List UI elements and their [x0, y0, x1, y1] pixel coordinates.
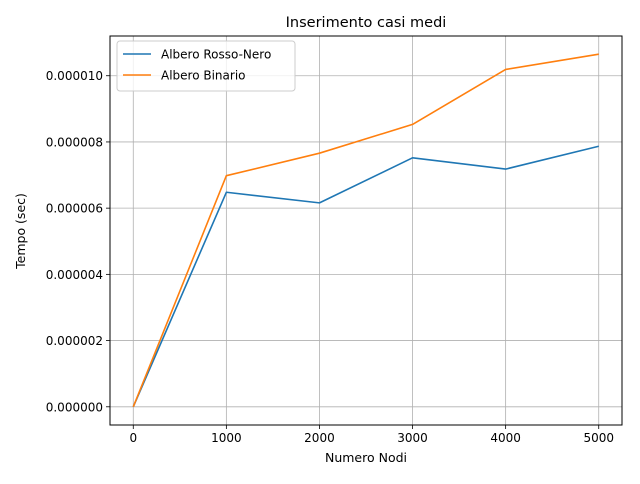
series-line-1	[132, 53, 599, 408]
legend-box	[116, 40, 296, 92]
x-axis-ticks: 0 1000 2000 3000 4000 5000	[129, 425, 614, 445]
x-tick-label: 0	[129, 431, 137, 445]
chart-title: Inserimento casi medi	[286, 15, 447, 31]
x-tick-label: 4000	[490, 431, 521, 445]
legend-label: Albero Rosso-Nero	[161, 48, 271, 62]
x-tick-label: 1000	[211, 431, 242, 445]
y-axis-label: Tempo (sec)	[13, 193, 28, 270]
grid	[110, 36, 622, 425]
x-axis-label: Numero Nodi	[325, 450, 407, 465]
y-tick-label: 0.000000	[46, 400, 103, 414]
y-tick-label: 0.000002	[46, 334, 103, 348]
y-tick-label: 0.000006	[46, 202, 103, 216]
series-layer	[132, 53, 599, 408]
x-tick-label: 5000	[583, 431, 614, 445]
legend: Albero Rosso-Nero Albero Binario	[116, 40, 296, 92]
x-tick-label: 2000	[304, 431, 335, 445]
x-tick-label: 3000	[397, 431, 428, 445]
series-line-0	[132, 145, 599, 408]
y-tick-label: 0.000008	[46, 135, 103, 149]
y-tick-label: 0.000010	[46, 69, 103, 83]
y-tick-label: 0.000004	[46, 268, 103, 282]
axes-frame	[109, 35, 623, 426]
legend-label: Albero Binario	[161, 69, 246, 83]
y-axis-ticks: 0.000000 0.000002 0.000004 0.000006 0.000008…	[46, 69, 110, 414]
